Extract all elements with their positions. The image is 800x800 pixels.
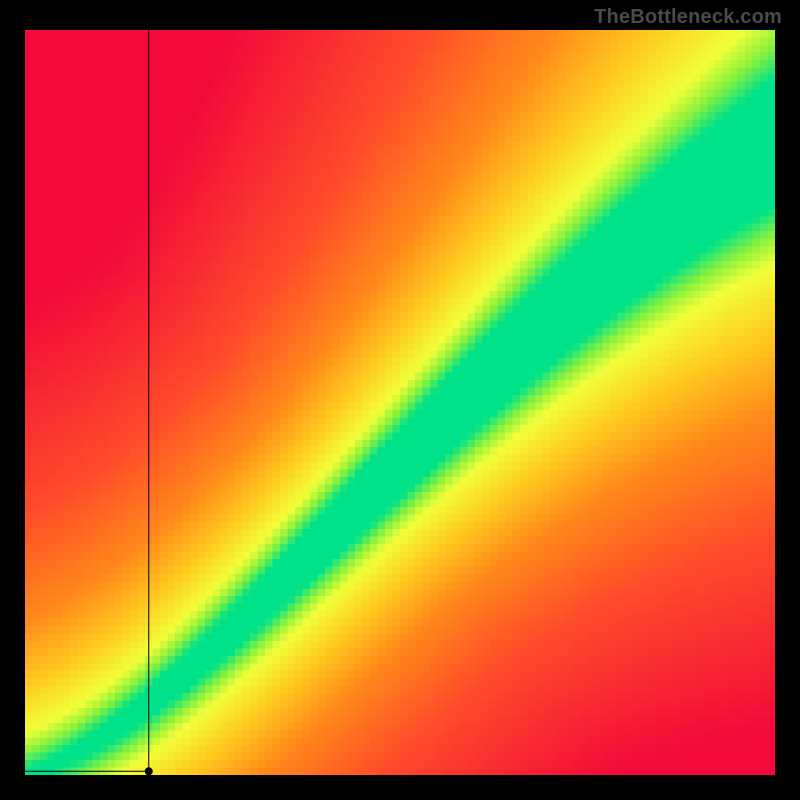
watermark-text: TheBottleneck.com: [594, 6, 782, 29]
chart-container: TheBottleneck.com: [0, 0, 800, 800]
heatmap-canvas: [25, 30, 775, 775]
plot-area: [25, 30, 775, 775]
